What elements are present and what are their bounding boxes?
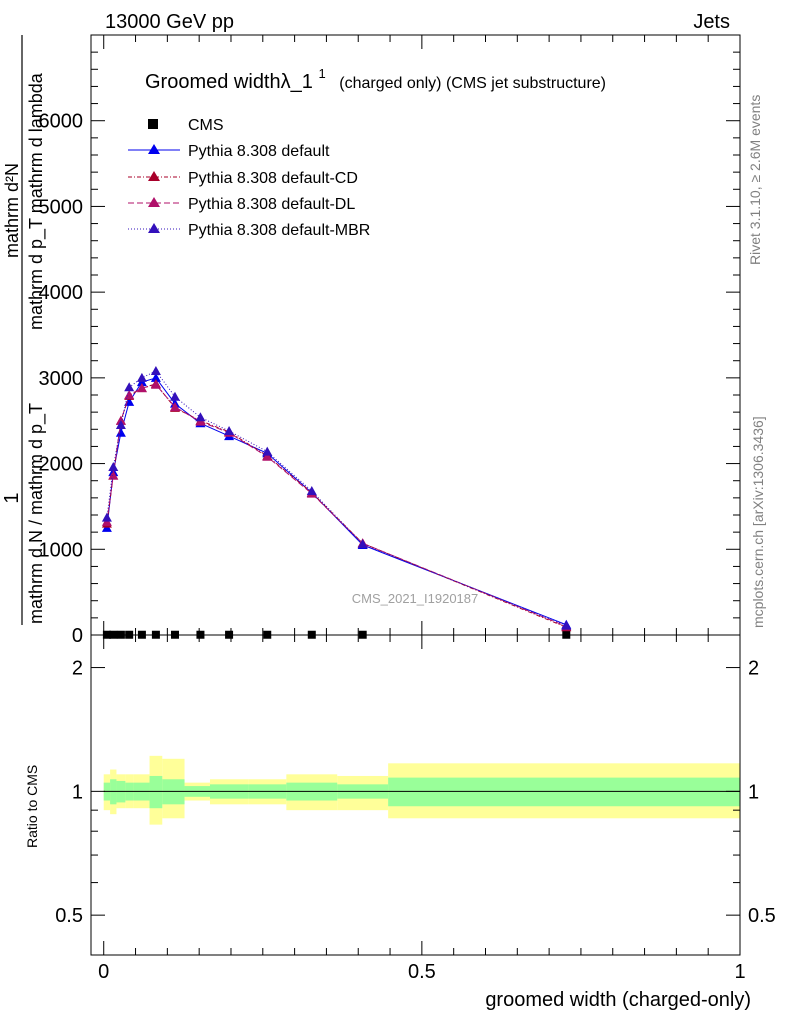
series-marker [108,470,119,480]
series-marker [306,486,317,495]
y-axis-label-overlap-a: mathrm d²N [2,163,22,258]
ratio-y-tick-label-right: 0.5 [748,905,776,927]
y-tick-label: 3000 [39,368,84,390]
legend-label-cd: Pythia 8.308 default-CD [188,170,358,187]
main-series [101,366,572,639]
category-label: Jets [693,11,730,33]
series-marker [357,539,368,549]
y-tick-label: 0 [72,625,83,647]
series-marker [101,512,112,522]
legend-entry-mbr: Pythia 8.308 default-MBR [128,222,370,239]
series-marker [115,427,126,437]
series-marker [108,462,119,471]
legend-label-mbr: Pythia 8.308 default-MBR [188,222,370,239]
series-marker [224,426,235,435]
legend-label-default: Pythia 8.308 default [188,143,330,160]
series-marker [150,379,161,389]
series-line [106,383,567,628]
plot-title: Groomed widthλ_1 1 (charged only) (CMS j… [145,61,606,93]
svg-text:Groomed widthλ_1 1: Groomed widthλ_1 1 (charged only) (CMS j… [145,61,606,93]
x-tick-label: 0.5 [408,961,436,983]
series-marker [561,620,572,630]
main-panel: 0 1000 2000 3000 4000 5000 6000 [39,34,741,647]
series-marker [169,391,180,401]
main-axis-ticks: 0 1000 2000 3000 4000 5000 6000 [39,35,741,647]
ratio-inner-band [388,777,740,807]
legend-entry-default: Pythia 8.308 default [128,143,330,160]
legend-entry-cms: CMS [148,117,224,134]
legend-label-dl: Pythia 8.308 default-DL [188,196,355,213]
series-marker [124,390,135,399]
x-tick-label: 0 [98,961,109,983]
series-marker [169,402,180,411]
y-axis-label-overlap-b: mathrm d p_T mathrm d lambda [26,72,47,330]
y-tick-label: 1000 [39,539,84,561]
plot-title-sup: 1 [318,66,325,81]
y-axis-label-denominator: mathrm d N / mathrm d p_T [26,403,47,624]
ratio-y-tick-label-left: 1 [72,781,83,803]
y-tick-label: 5000 [39,196,84,218]
series-line [106,377,567,626]
ratio-panel: 0.5 0.5 1 1 2 2 0 0.5 1 Ratio to CMS [24,634,776,983]
rivet-label: Rivet 3.1.10, ≥ 2.6M events [747,95,763,265]
series-marker [136,372,147,382]
series-marker [124,382,135,392]
series-marker [262,451,273,461]
series-marker [150,366,161,375]
ratio-y-tick-label-right: 2 [748,658,759,680]
y-tick-label: 2000 [39,454,84,476]
mcplots-label: mcplots.cern.ch [arXiv:1306.3436] [750,416,766,628]
y-tick-label: 6000 [39,111,84,133]
y-tick-label: 4000 [39,282,84,304]
ratio-y-label: Ratio to CMS [24,765,40,848]
series-marker [262,446,273,456]
ratio-y-tick-label-left: 0.5 [55,905,83,927]
watermark: CMS_2021_I1920187 [352,591,479,606]
x-axis-label: groomed width (charged-only) [485,989,751,1011]
energy-label: 13000 GeV pp [105,11,234,33]
ratio-bands [103,755,740,825]
legend-label-cms: CMS [188,117,224,134]
plot-title-suffix: (charged only) (CMS jet substructure) [339,75,606,92]
series-marker [115,420,126,429]
series-marker [136,383,147,393]
legend-entry-cd: Pythia 8.308 default-CD [128,170,358,187]
ratio-axis-ticks: 0.5 0.5 1 1 2 2 0 0.5 1 [55,635,776,983]
x-tick-label: 1 [734,961,745,983]
legend: CMS Pythia 8.308 default Pythia 8.308 de… [128,117,370,239]
series-line [106,384,567,627]
y-axis-label-numerator: 1 [1,492,23,503]
ratio-inner-band [149,775,163,809]
ratio-y-tick-label-left: 2 [72,658,83,680]
y-axis-label: 1 mathrm d N / mathrm d p_T mathrm d²N m… [1,35,47,625]
series-marker [195,412,206,422]
ratio-frame [90,634,741,956]
series-marker [150,372,161,382]
plot-title-main: Groomed widthλ_1 [145,71,313,93]
legend-entry-dl: Pythia 8.308 default-DL [128,196,355,213]
ratio-y-tick-label-right: 1 [748,781,759,803]
